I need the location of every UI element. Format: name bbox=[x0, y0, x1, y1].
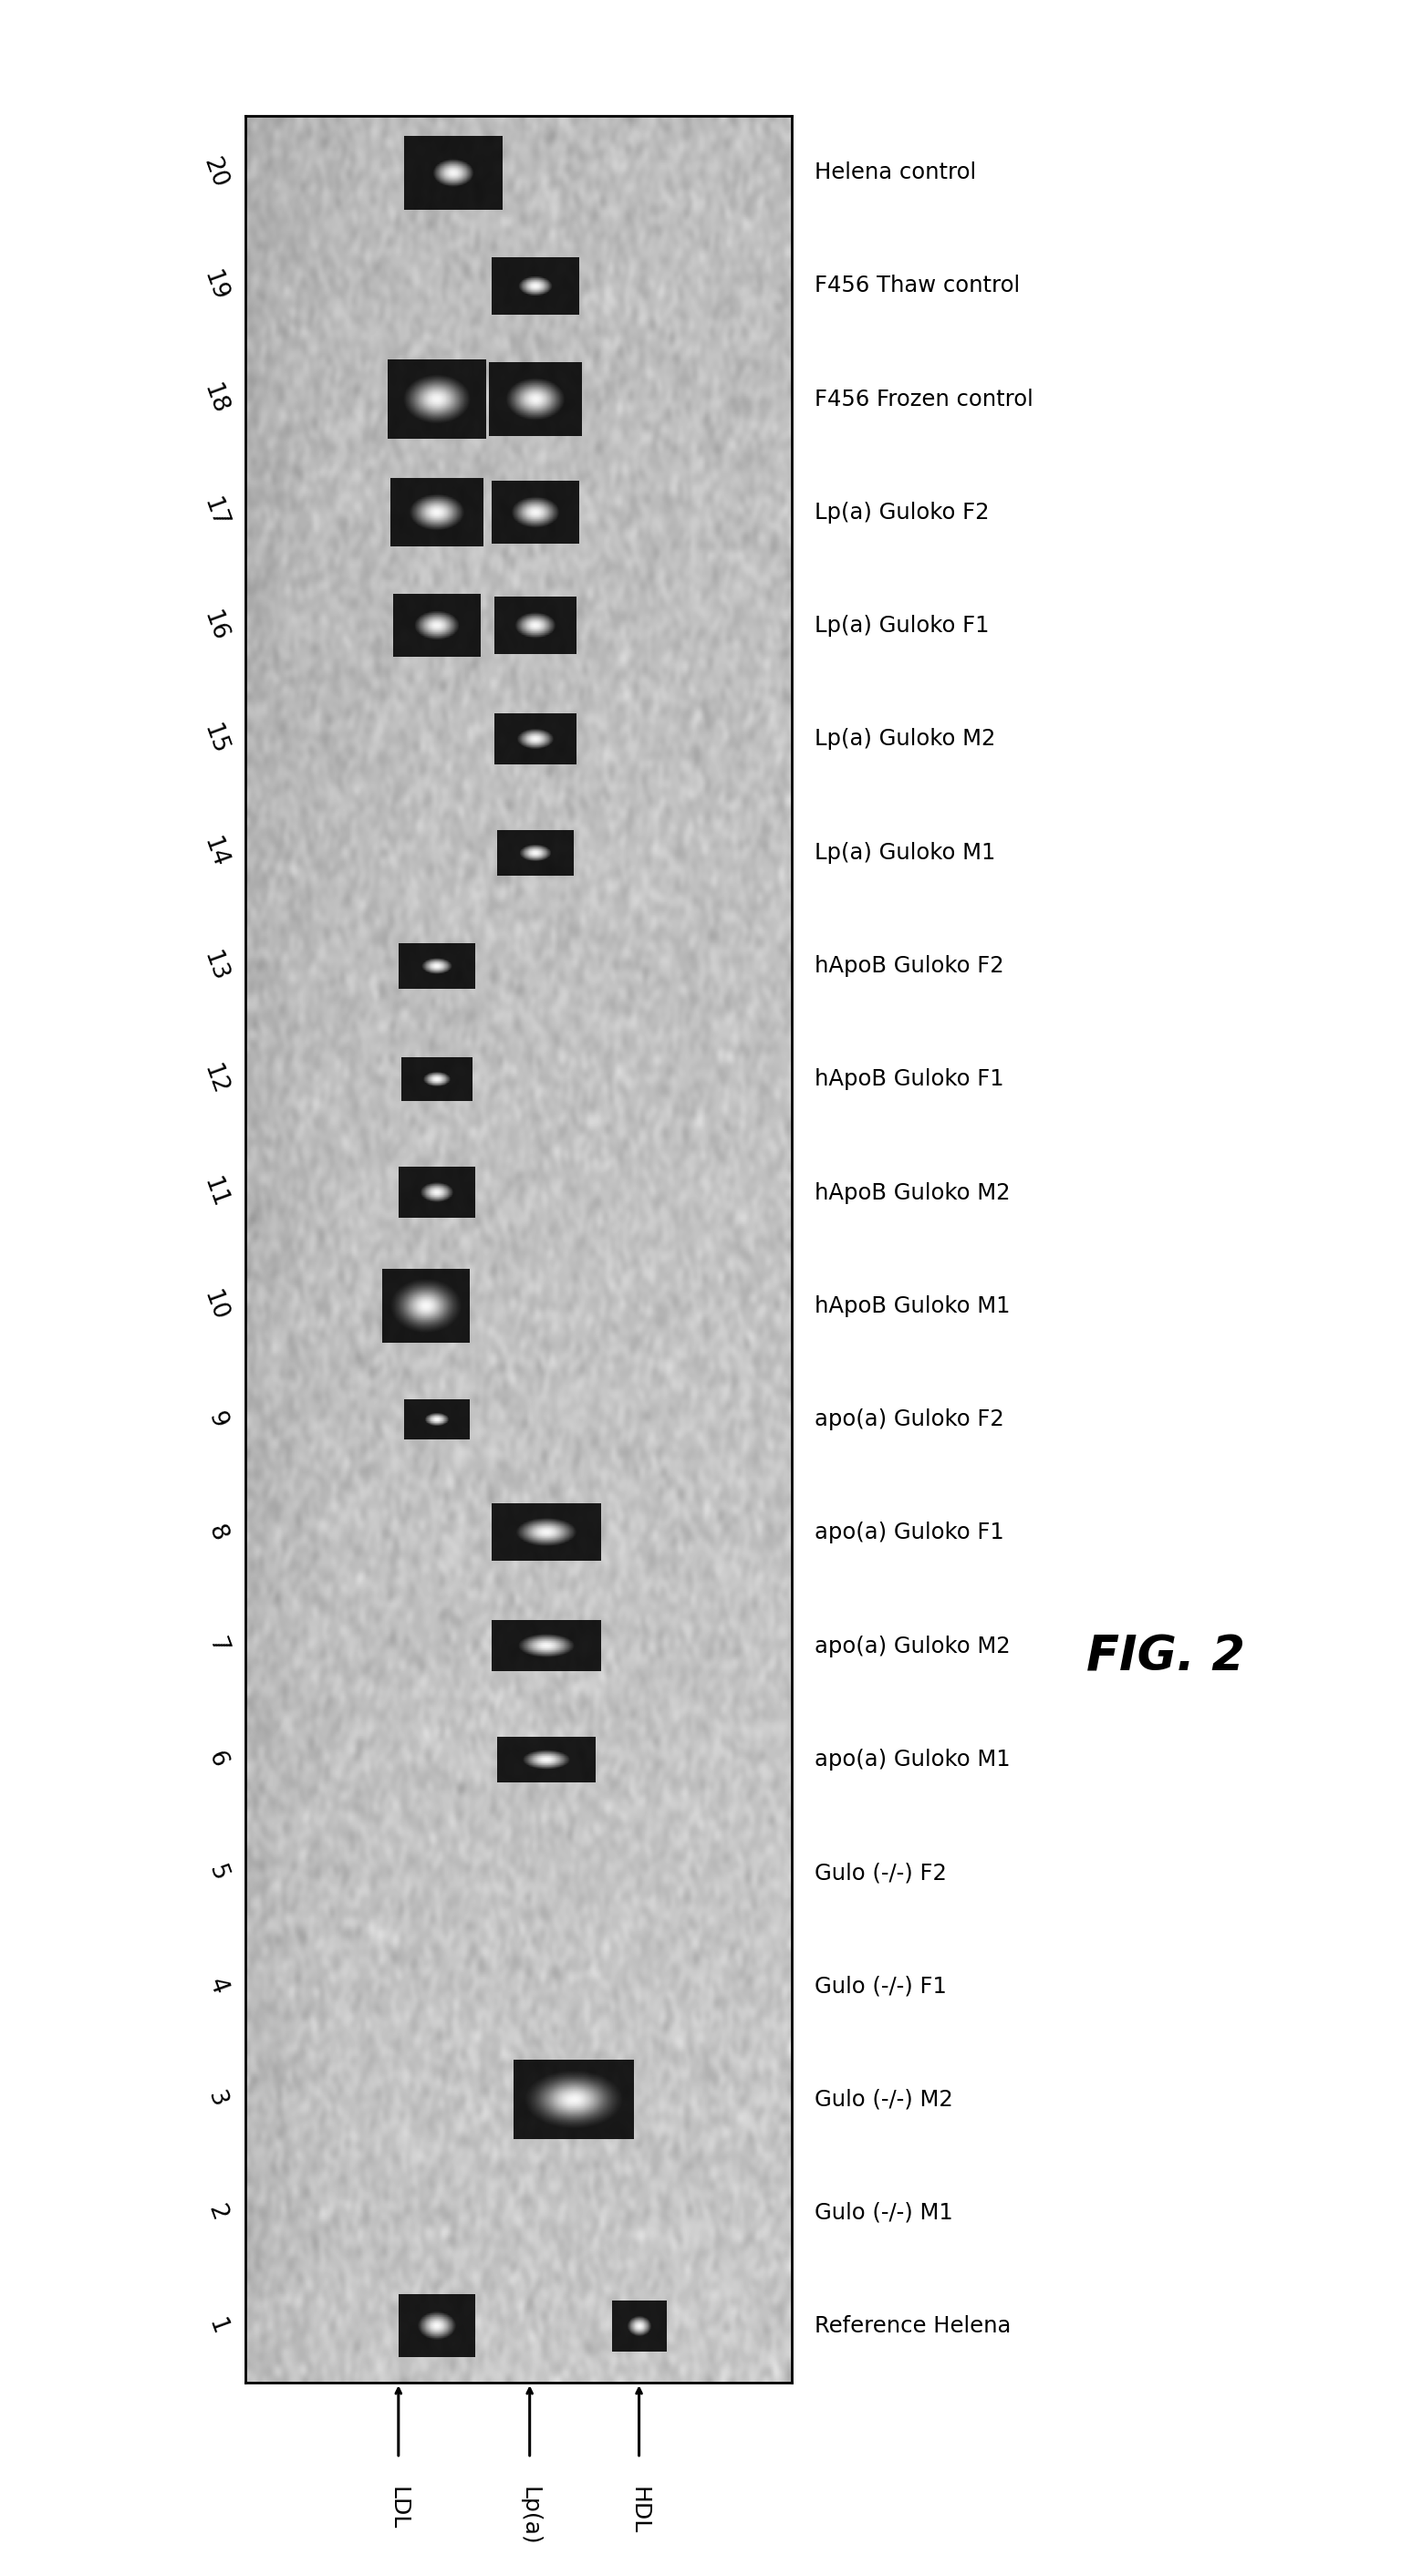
Text: Lp(a): Lp(a) bbox=[519, 2486, 541, 2545]
Text: FIG. 2: FIG. 2 bbox=[1087, 1633, 1245, 1682]
Text: apo(a) Guloko M2: apo(a) Guloko M2 bbox=[815, 1636, 1009, 1656]
Text: Lp(a) Guloko F2: Lp(a) Guloko F2 bbox=[815, 502, 988, 523]
Text: 20: 20 bbox=[198, 155, 231, 191]
Text: Gulo (-/-) F1: Gulo (-/-) F1 bbox=[815, 1976, 946, 1996]
Text: 14: 14 bbox=[198, 835, 231, 871]
Text: hApoB Guloko F2: hApoB Guloko F2 bbox=[815, 956, 1004, 976]
Text: F456 Thaw control: F456 Thaw control bbox=[815, 276, 1019, 296]
Text: Gulo (-/-) M1: Gulo (-/-) M1 bbox=[815, 2202, 953, 2223]
Text: 6: 6 bbox=[203, 1749, 231, 1770]
Text: 2: 2 bbox=[203, 2202, 231, 2223]
Text: 10: 10 bbox=[198, 1288, 231, 1324]
Text: 8: 8 bbox=[203, 1522, 231, 1543]
Text: apo(a) Guloko F2: apo(a) Guloko F2 bbox=[815, 1409, 1004, 1430]
Text: apo(a) Guloko F1: apo(a) Guloko F1 bbox=[815, 1522, 1004, 1543]
Text: Reference Helena: Reference Helena bbox=[815, 2316, 1011, 2336]
Text: hApoB Guloko F1: hApoB Guloko F1 bbox=[815, 1069, 1004, 1090]
Text: hApoB Guloko M2: hApoB Guloko M2 bbox=[815, 1182, 1009, 1203]
Text: Gulo (-/-) M2: Gulo (-/-) M2 bbox=[815, 2089, 953, 2110]
Text: 9: 9 bbox=[203, 1409, 231, 1430]
Text: 18: 18 bbox=[198, 381, 231, 417]
Text: Lp(a) Guloko M2: Lp(a) Guloko M2 bbox=[815, 729, 995, 750]
Text: 17: 17 bbox=[198, 495, 231, 531]
Text: 19: 19 bbox=[198, 268, 231, 304]
Text: apo(a) Guloko M1: apo(a) Guloko M1 bbox=[815, 1749, 1009, 1770]
Text: Lp(a) Guloko M1: Lp(a) Guloko M1 bbox=[815, 842, 995, 863]
Text: Lp(a) Guloko F1: Lp(a) Guloko F1 bbox=[815, 616, 988, 636]
Text: 3: 3 bbox=[203, 2089, 231, 2110]
Text: 11: 11 bbox=[198, 1175, 231, 1211]
Text: HDL: HDL bbox=[628, 2486, 651, 2535]
Text: 16: 16 bbox=[198, 608, 231, 644]
Text: F456 Frozen control: F456 Frozen control bbox=[815, 389, 1033, 410]
Text: 4: 4 bbox=[203, 1976, 231, 1996]
Text: 1: 1 bbox=[203, 2316, 231, 2336]
Text: 5: 5 bbox=[203, 1862, 231, 1883]
Text: LDL: LDL bbox=[387, 2486, 409, 2530]
Text: Helena control: Helena control bbox=[815, 162, 976, 183]
Text: 15: 15 bbox=[198, 721, 231, 757]
Text: 12: 12 bbox=[198, 1061, 231, 1097]
Text: Gulo (-/-) F2: Gulo (-/-) F2 bbox=[815, 1862, 946, 1883]
Text: 7: 7 bbox=[203, 1636, 231, 1656]
Text: 13: 13 bbox=[198, 948, 231, 984]
Text: hApoB Guloko M1: hApoB Guloko M1 bbox=[815, 1296, 1009, 1316]
